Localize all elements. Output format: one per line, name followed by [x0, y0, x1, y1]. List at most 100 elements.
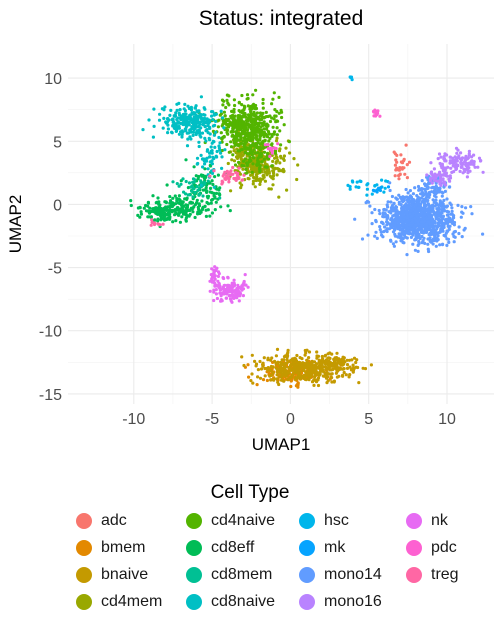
point-mono14 [431, 198, 435, 202]
point-mono14 [435, 236, 439, 240]
point-cd8naive [205, 148, 210, 152]
point-mono14 [385, 217, 389, 221]
point-adc [395, 166, 399, 170]
point-mono14 [438, 201, 442, 205]
point-cd4naive [270, 164, 274, 168]
point-mono14 [360, 237, 365, 241]
point-cd8naive [199, 95, 203, 99]
point-mono16 [456, 163, 460, 167]
point-cd8mem [186, 193, 190, 197]
point-cd8mem [206, 179, 210, 183]
point-mono14 [438, 186, 442, 191]
point-mono14 [456, 203, 460, 207]
point-hsc [383, 186, 387, 190]
point-mono16 [447, 177, 451, 181]
point-cd8naive [200, 131, 205, 135]
point-cd4naive [262, 120, 266, 124]
point-bnaive [286, 348, 290, 352]
point-cd4naive [232, 121, 236, 125]
point-cd4mem [288, 151, 292, 155]
point-bnaive [348, 373, 352, 377]
point-mono14 [447, 240, 451, 244]
point-mono14 [436, 203, 440, 207]
point-mono14 [425, 187, 429, 191]
point-cd8naive [166, 127, 170, 131]
point-bnaive [350, 358, 354, 362]
point-nk [240, 284, 244, 288]
point-mono14 [440, 220, 444, 224]
point-cd8naive [195, 109, 199, 113]
point-mono14 [394, 205, 399, 209]
point-cd8mem [218, 196, 222, 200]
point-cd8naive [205, 156, 209, 160]
point-cd4naive [255, 137, 259, 141]
point-cd8mem [171, 180, 175, 184]
point-mono14 [385, 223, 389, 227]
point-mono14 [426, 198, 430, 203]
point-mono14 [424, 223, 429, 227]
point-pdc [270, 149, 274, 153]
point-mono16 [442, 169, 446, 173]
point-cd4naive [258, 134, 262, 138]
point-cd8naive [222, 126, 226, 130]
point-cd8eff [173, 209, 177, 213]
point-bnaive [269, 378, 273, 382]
point-bnaive [282, 358, 286, 362]
point-mono14 [407, 230, 411, 234]
legend-item-mono16: mono16 [299, 590, 382, 614]
point-cd4naive [258, 154, 262, 158]
point-cd4mem [230, 158, 234, 162]
point-bnaive [325, 381, 329, 385]
point-cd8naive [217, 135, 221, 140]
point-cd4mem [296, 163, 300, 167]
point-mono14 [373, 207, 377, 212]
point-cd8naive [199, 120, 203, 124]
point-cd8eff [180, 215, 184, 219]
point-nk [222, 288, 226, 292]
point-cd4naive [246, 147, 250, 151]
legend-label: mono16 [324, 593, 382, 610]
point-cd4naive [248, 144, 252, 148]
point-mono14 [441, 229, 445, 233]
point-cd4naive [252, 148, 256, 152]
legend-label: treg [431, 566, 459, 583]
point-cd8naive [183, 127, 187, 131]
point-cd8eff [204, 208, 208, 212]
point-mono14 [389, 239, 393, 243]
point-cd8naive [212, 185, 216, 189]
point-bnaive [285, 361, 289, 365]
point-bnaive [299, 365, 303, 369]
point-cd8naive [186, 104, 190, 108]
point-cd8eff [173, 213, 177, 217]
point-cd8naive [192, 128, 196, 132]
point-mono14 [435, 211, 439, 215]
point-cd4mem [269, 187, 273, 191]
point-treg [221, 174, 225, 178]
point-adc [404, 143, 408, 147]
point-bnaive [285, 352, 289, 356]
point-cd4naive [238, 110, 242, 114]
point-cd8eff [154, 201, 158, 205]
point-nk [215, 266, 219, 270]
point-bmem [265, 378, 269, 383]
point-cd4naive [223, 114, 227, 118]
point-bnaive [342, 356, 346, 360]
point-cd8naive [171, 120, 175, 124]
point-mono14 [384, 208, 388, 212]
point-mono14 [413, 237, 418, 241]
point-bnaive [271, 365, 275, 369]
point-cd4naive [225, 142, 229, 147]
point-mono14 [408, 209, 412, 213]
point-mono14 [381, 214, 385, 219]
legend-key-cd8eff [186, 540, 202, 556]
point-bnaive [273, 359, 277, 363]
point-cd8eff [129, 203, 133, 208]
point-cd8eff [206, 202, 211, 206]
point-bnaive [253, 359, 257, 363]
point-cd8eff [203, 167, 207, 171]
point-adc [397, 177, 401, 181]
point-cd4naive [267, 139, 271, 143]
point-cd8naive [204, 159, 209, 163]
point-hsc [351, 180, 355, 184]
point-cd8eff [178, 198, 182, 202]
